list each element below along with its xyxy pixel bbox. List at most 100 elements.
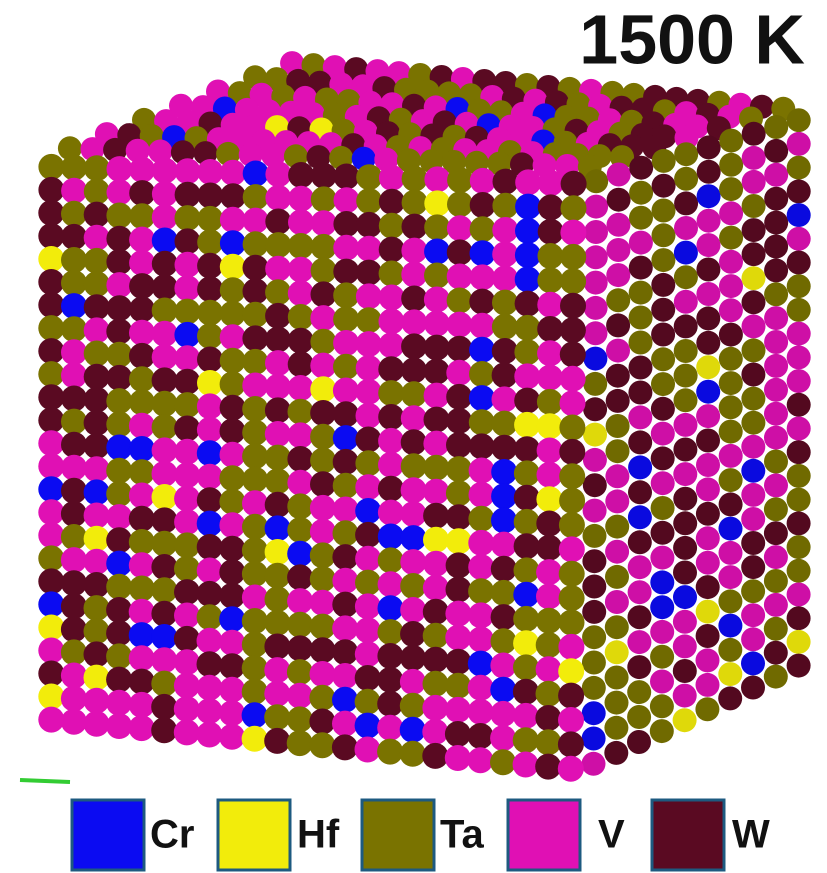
atom: [491, 532, 517, 558]
atom: [242, 325, 268, 351]
atom: [764, 258, 788, 282]
atom: [469, 409, 495, 435]
atom: [401, 333, 427, 359]
atom: [559, 512, 585, 538]
atom: [152, 181, 178, 207]
atom: [537, 462, 563, 488]
atom: [447, 215, 473, 241]
atom: [379, 285, 405, 311]
atom: [652, 223, 676, 247]
atom: [515, 291, 541, 317]
atom: [423, 575, 449, 601]
atom: [673, 684, 697, 708]
atom: [401, 286, 427, 312]
atom: [219, 724, 245, 750]
atom: [446, 384, 472, 410]
atom: [61, 501, 87, 527]
atom: [764, 450, 788, 474]
atom: [447, 264, 473, 290]
atom: [84, 364, 110, 390]
atom: [674, 167, 698, 191]
atom: [355, 665, 381, 691]
atom: [129, 483, 155, 509]
atom: [513, 752, 539, 778]
atom: [606, 339, 630, 363]
atom: [650, 620, 674, 644]
atom: [469, 289, 495, 315]
atom: [378, 380, 404, 406]
atom: [446, 552, 472, 578]
atom: [378, 571, 404, 597]
atom: [220, 207, 246, 233]
atom: [490, 653, 516, 679]
atom: [605, 691, 629, 715]
atom: [764, 378, 788, 402]
atom: [332, 544, 358, 570]
atom: [197, 604, 223, 630]
atom: [606, 263, 630, 287]
atom: [356, 164, 382, 190]
atom: [492, 290, 518, 316]
atom: [491, 435, 517, 461]
atom: [764, 115, 788, 139]
atom: [333, 401, 359, 427]
atom: [220, 324, 246, 350]
atom: [492, 362, 518, 388]
atom: [674, 290, 698, 314]
atom: [310, 329, 336, 355]
atom: [741, 411, 765, 435]
atom: [446, 480, 472, 506]
atom: [377, 739, 403, 765]
atom: [152, 298, 178, 324]
atom: [197, 487, 223, 513]
atom: [628, 605, 652, 629]
atom: [61, 524, 87, 550]
atom: [491, 411, 517, 437]
atom: [651, 521, 675, 545]
atom: [719, 347, 743, 371]
atom: [265, 327, 291, 353]
legend-swatch: [72, 800, 144, 870]
atom: [493, 169, 519, 195]
atom: [514, 485, 540, 511]
atom: [491, 628, 517, 654]
atom: [742, 146, 766, 170]
atom: [152, 204, 178, 230]
atom: [673, 585, 697, 609]
atom: [38, 430, 64, 456]
atom: [61, 270, 87, 296]
atom: [151, 601, 177, 627]
atom: [605, 489, 629, 513]
atom: [787, 464, 811, 488]
atom: [242, 561, 268, 587]
atom: [401, 405, 427, 431]
atom: [129, 552, 155, 578]
atom: [287, 541, 313, 567]
atom: [606, 414, 630, 438]
atom: [242, 679, 268, 705]
atom: [537, 438, 563, 464]
atom: [38, 591, 64, 617]
atom: [379, 261, 405, 287]
atom: [607, 163, 631, 187]
atom: [584, 195, 608, 219]
atom: [629, 181, 653, 205]
atom: [558, 707, 584, 733]
atom: [559, 585, 585, 611]
atom: [696, 624, 720, 648]
legend-label: V: [598, 813, 625, 857]
atom: [175, 252, 201, 278]
atom: [469, 433, 495, 459]
atom: [584, 220, 608, 244]
atom: [787, 559, 811, 583]
atom: [651, 422, 675, 446]
atom: [560, 244, 586, 270]
atom: [423, 455, 449, 481]
atom: [787, 132, 811, 156]
atom: [536, 486, 562, 512]
atom: [355, 427, 381, 453]
atom: [559, 610, 585, 636]
atom: [152, 437, 178, 463]
atom: [606, 238, 630, 262]
atom: [129, 599, 155, 625]
